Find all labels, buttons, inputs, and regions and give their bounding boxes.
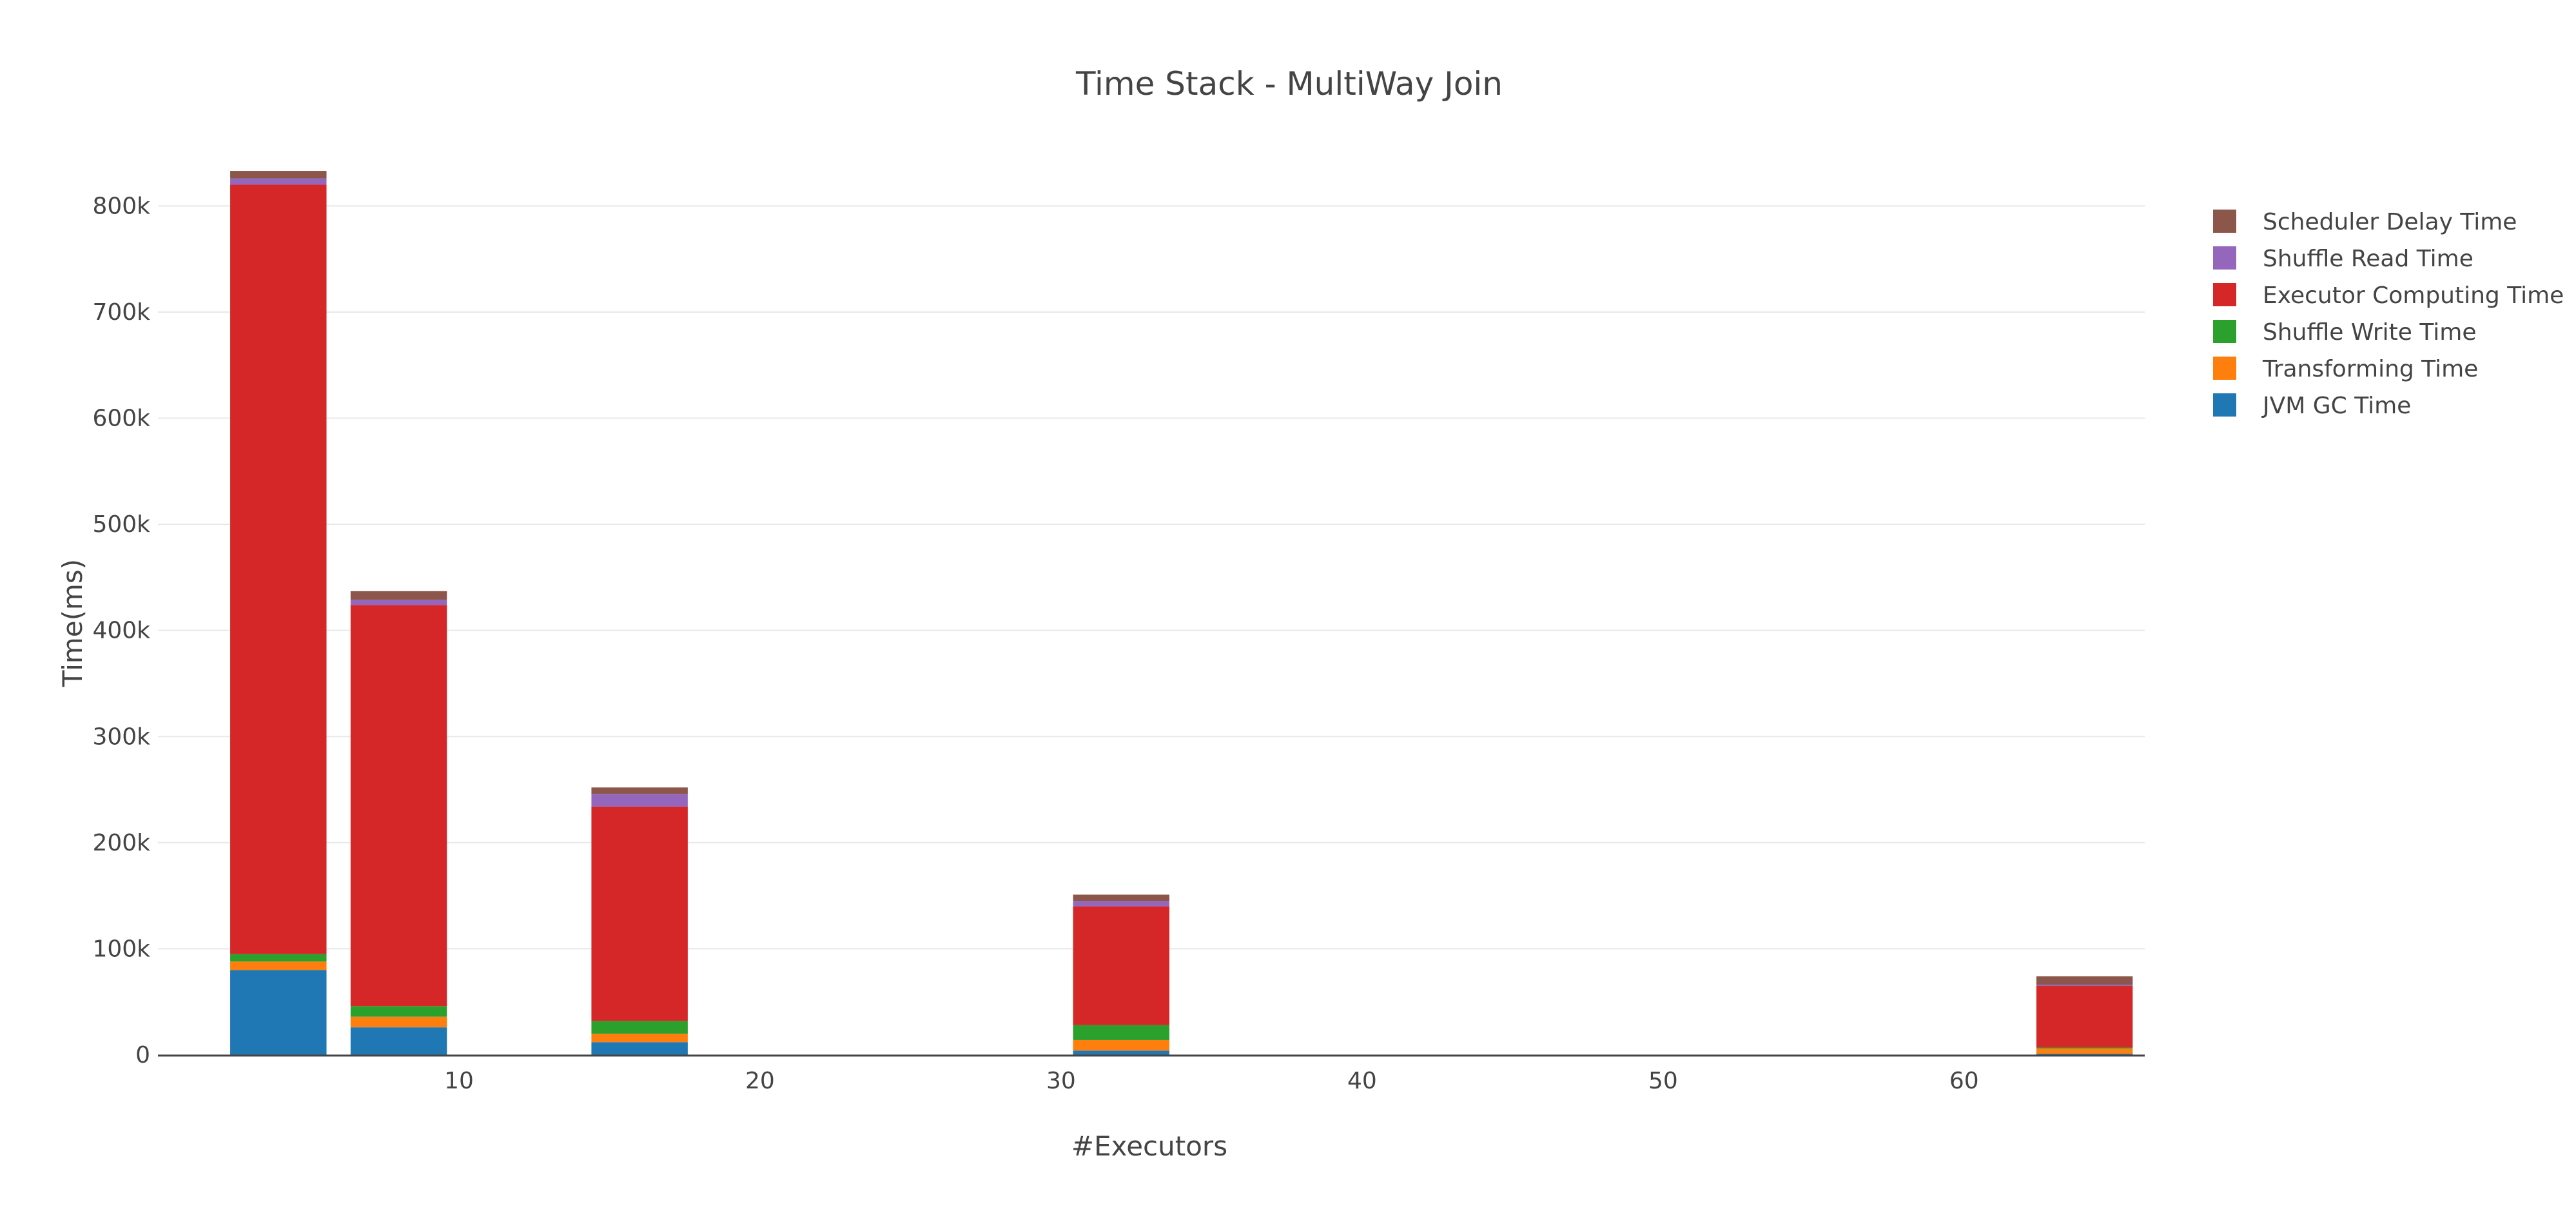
y-tick-label: 0 — [135, 1042, 150, 1068]
legend-label-shuffle-read-time: Shuffle Read Time — [2263, 246, 2474, 272]
bar-segment-transforming-time — [2036, 1048, 2133, 1054]
legend-swatch-scheduler-delay-time — [2213, 210, 2236, 233]
bar-segment-scheduler-delay-time — [591, 787, 688, 794]
bar-segment-transforming-time — [591, 1034, 688, 1043]
y-tick-label: 300k — [92, 723, 150, 750]
bar-segment-shuffle-read-time — [230, 178, 327, 185]
legend-label-jvm-gc-time: JVM GC Time — [2261, 393, 2411, 419]
legend-label-shuffle-write-time: Shuffle Write Time — [2263, 319, 2476, 346]
bar-segment-executor-computing-time — [350, 605, 447, 1007]
x-tick-label: 20 — [745, 1068, 775, 1094]
legend-swatch-jvm-gc-time — [2213, 393, 2236, 417]
grid-lines — [158, 205, 2145, 950]
bar-segment-scheduler-delay-time — [2036, 976, 2133, 985]
legend: Scheduler Delay Time Shuffle Read Time Exe… — [2213, 209, 2564, 419]
bar-segment-transforming-time — [230, 961, 327, 970]
bar-segment-executor-computing-time — [2036, 986, 2133, 1048]
legend-swatch-executor-computing-time — [2213, 283, 2236, 306]
chart-title: Time Stack - MultiWay Join — [1075, 65, 1503, 103]
legend-swatch-shuffle-read-time — [2213, 246, 2236, 270]
legend-swatch-shuffle-write-time — [2213, 320, 2236, 343]
bar-segment-jvm-gc-time — [591, 1042, 688, 1055]
y-tick-label: 600k — [92, 406, 150, 432]
legend-label-transforming-time: Transforming Time — [2262, 356, 2478, 382]
x-axis-title: #Executors — [1071, 1130, 1227, 1162]
bar-segment-executor-computing-time — [1073, 906, 1170, 1025]
bar-segment-executor-computing-time — [591, 806, 688, 1021]
y-tick-label: 700k — [92, 299, 150, 326]
y-tick-label: 800k — [92, 193, 150, 219]
bar-segment-shuffle-read-time — [350, 599, 447, 605]
y-tick-label: 100k — [92, 936, 150, 962]
bar-segment-transforming-time — [350, 1016, 447, 1028]
x-tick-label: 50 — [1648, 1068, 1678, 1094]
bar-segment-jvm-gc-time — [230, 970, 327, 1055]
bar-segment-transforming-time — [1073, 1039, 1170, 1051]
x-tick-label: 40 — [1347, 1068, 1377, 1094]
x-tick-label: 10 — [444, 1068, 474, 1094]
bar-segment-shuffle-read-time — [2036, 985, 2133, 987]
bar-segment-jvm-gc-time — [1073, 1050, 1170, 1055]
bar-segment-scheduler-delay-time — [230, 171, 327, 179]
y-tick-label: 200k — [92, 830, 150, 856]
x-tick-label: 30 — [1046, 1068, 1076, 1094]
bar-segment-jvm-gc-time — [350, 1027, 447, 1055]
bar-segment-shuffle-write-time — [591, 1021, 688, 1034]
y-tick-label: 400k — [92, 618, 150, 644]
axes: 0 100k 200k 300k 400k 500k 600k 700k 800k 10 20 30 4… — [92, 193, 2145, 1094]
y-tick-label: 500k — [92, 511, 150, 538]
bar-segment-shuffle-write-time — [1073, 1025, 1170, 1040]
x-tick-label: 60 — [1949, 1068, 1979, 1094]
bar-segment-shuffle-write-time — [2036, 1047, 2133, 1049]
legend-label-executor-computing-time: Executor Computing Time — [2263, 282, 2564, 309]
bars — [230, 171, 2133, 1055]
legend-label-scheduler-delay-time: Scheduler Delay Time — [2263, 209, 2517, 235]
bar-segment-executor-computing-time — [230, 184, 327, 954]
bar-segment-shuffle-write-time — [350, 1006, 447, 1017]
legend-swatch-transforming-time — [2213, 357, 2236, 380]
bar-segment-scheduler-delay-time — [1073, 894, 1170, 901]
bar-segment-jvm-gc-time — [2036, 1054, 2133, 1055]
bar-segment-shuffle-write-time — [230, 954, 327, 962]
bar-segment-shuffle-read-time — [1073, 901, 1170, 907]
bar-segment-shuffle-read-time — [591, 794, 688, 807]
y-axis-title: Time(ms) — [57, 559, 88, 687]
bar-segment-scheduler-delay-time — [350, 591, 447, 600]
